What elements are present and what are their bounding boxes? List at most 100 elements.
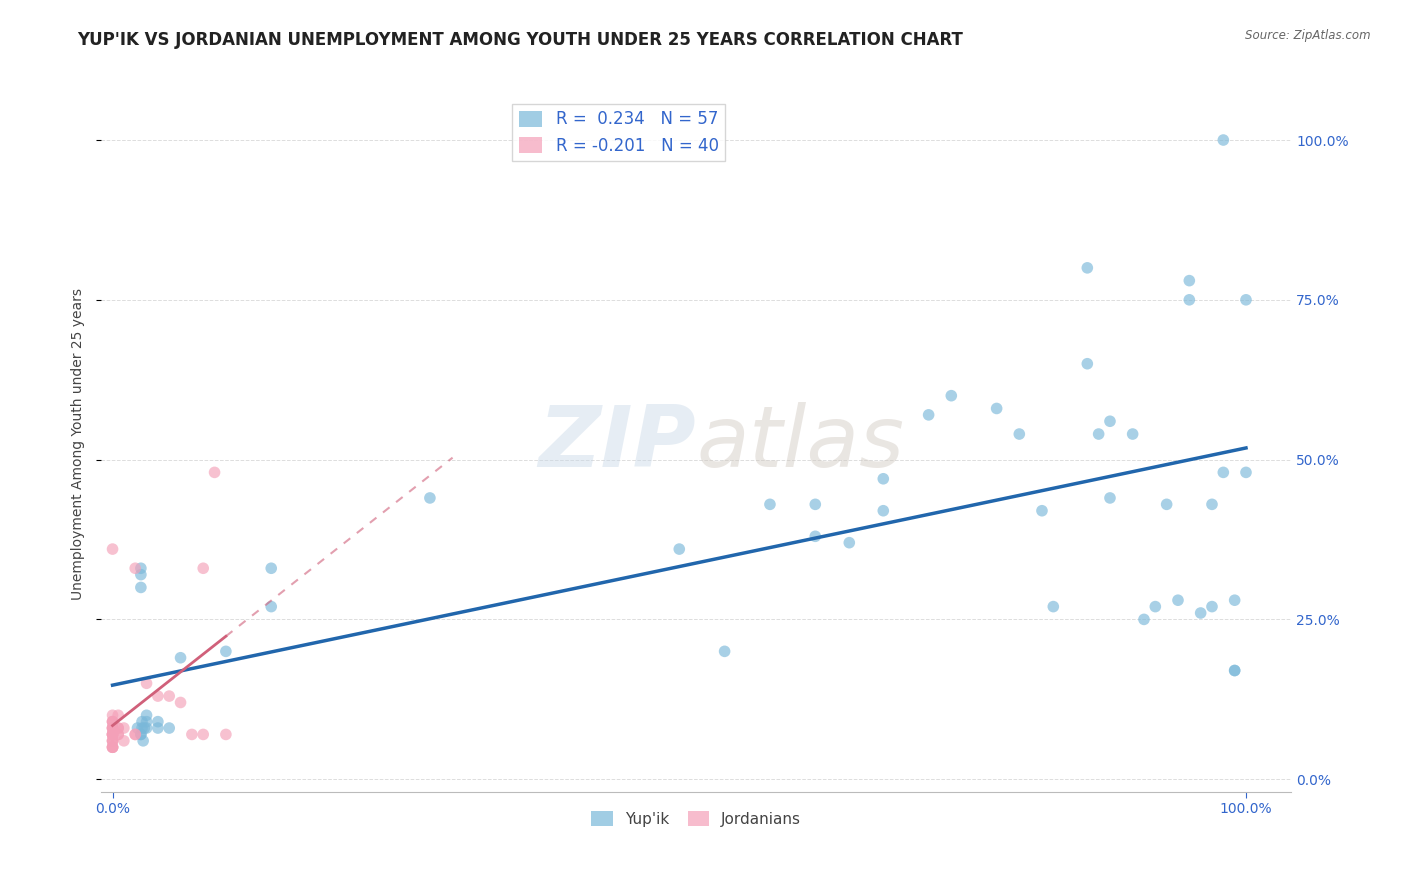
Point	[1223, 664, 1246, 678]
Point	[986, 401, 1008, 416]
Point	[135, 721, 157, 735]
Text: ZIP: ZIP	[538, 402, 696, 485]
Point	[101, 734, 124, 748]
Point	[101, 734, 124, 748]
Point	[101, 721, 124, 735]
Point	[135, 714, 157, 729]
Point	[1201, 497, 1223, 511]
Point	[215, 644, 238, 658]
Point	[146, 714, 169, 729]
Point	[157, 721, 180, 735]
Point	[1201, 599, 1223, 614]
Point	[135, 676, 157, 690]
Point	[132, 734, 155, 748]
Point	[129, 581, 152, 595]
Text: YUP'IK VS JORDANIAN UNEMPLOYMENT AMONG YOUTH UNDER 25 YEARS CORRELATION CHART: YUP'IK VS JORDANIAN UNEMPLOYMENT AMONG Y…	[77, 31, 963, 49]
Point	[668, 542, 690, 557]
Y-axis label: Unemployment Among Youth under 25 years: Unemployment Among Youth under 25 years	[72, 287, 86, 599]
Point	[759, 497, 782, 511]
Text: Source: ZipAtlas.com: Source: ZipAtlas.com	[1246, 29, 1371, 42]
Point	[1234, 466, 1257, 480]
Point	[124, 561, 146, 575]
Point	[101, 740, 124, 755]
Point	[101, 721, 124, 735]
Point	[101, 721, 124, 735]
Point	[101, 734, 124, 748]
Point	[134, 721, 156, 735]
Point	[131, 714, 153, 729]
Point	[101, 721, 124, 735]
Point	[1098, 414, 1121, 428]
Point	[1076, 357, 1098, 371]
Point	[101, 714, 124, 729]
Point	[107, 727, 129, 741]
Point	[101, 727, 124, 741]
Point	[804, 497, 827, 511]
Point	[124, 727, 146, 741]
Point	[260, 561, 283, 575]
Point	[193, 727, 215, 741]
Point	[917, 408, 939, 422]
Point	[204, 466, 226, 480]
Point	[129, 727, 152, 741]
Point	[1133, 612, 1156, 626]
Point	[1087, 427, 1109, 442]
Point	[124, 727, 146, 741]
Point	[101, 727, 124, 741]
Point	[1167, 593, 1189, 607]
Point	[129, 561, 152, 575]
Point	[157, 689, 180, 703]
Point	[169, 696, 191, 710]
Point	[101, 740, 124, 755]
Point	[101, 740, 124, 755]
Point	[1223, 593, 1246, 607]
Point	[131, 721, 153, 735]
Point	[180, 727, 202, 741]
Point	[193, 561, 215, 575]
Point	[127, 721, 149, 735]
Point	[129, 727, 152, 741]
Point	[713, 644, 735, 658]
Point	[1234, 293, 1257, 307]
Point	[260, 599, 283, 614]
Point	[101, 714, 124, 729]
Point	[941, 389, 963, 403]
Point	[101, 708, 124, 723]
Point	[1178, 274, 1201, 288]
Point	[146, 689, 169, 703]
Point	[107, 708, 129, 723]
Point	[1076, 260, 1098, 275]
Point	[129, 567, 152, 582]
Point	[1223, 664, 1246, 678]
Point	[215, 727, 238, 741]
Point	[1122, 427, 1144, 442]
Point	[107, 721, 129, 735]
Point	[1212, 133, 1234, 147]
Point	[838, 535, 860, 549]
Point	[1008, 427, 1031, 442]
Point	[135, 708, 157, 723]
Legend: Yup'ik, Jordanians: Yup'ik, Jordanians	[585, 805, 807, 833]
Point	[1042, 599, 1064, 614]
Point	[101, 727, 124, 741]
Text: atlas: atlas	[696, 402, 904, 485]
Point	[107, 727, 129, 741]
Point	[872, 472, 894, 486]
Point	[169, 650, 191, 665]
Point	[107, 721, 129, 735]
Point	[1144, 599, 1167, 614]
Point	[1156, 497, 1178, 511]
Point	[1212, 466, 1234, 480]
Point	[1178, 293, 1201, 307]
Point	[1031, 504, 1053, 518]
Point	[1098, 491, 1121, 505]
Point	[872, 504, 894, 518]
Point	[112, 734, 135, 748]
Point	[146, 721, 169, 735]
Point	[419, 491, 441, 505]
Point	[112, 721, 135, 735]
Point	[101, 727, 124, 741]
Point	[101, 727, 124, 741]
Point	[101, 740, 124, 755]
Point	[101, 542, 124, 557]
